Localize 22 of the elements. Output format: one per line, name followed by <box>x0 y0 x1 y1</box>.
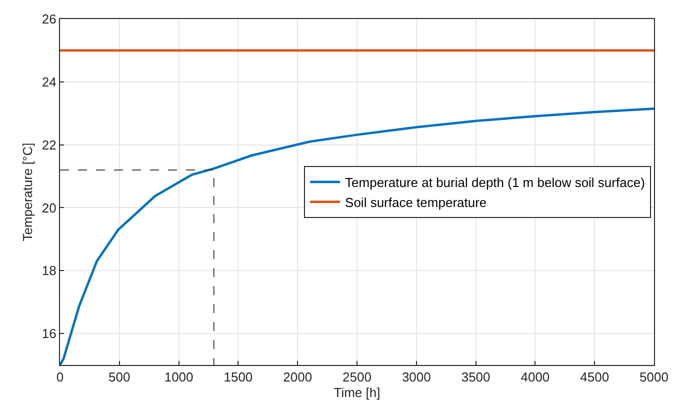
y-tick-label: 22 <box>42 137 56 152</box>
x-tick-label: 2000 <box>283 370 312 385</box>
line-series <box>60 107 654 365</box>
x-tick-label: 3500 <box>461 370 490 385</box>
x-tick-label: 500 <box>108 370 130 385</box>
y-tick-label: 24 <box>42 74 56 90</box>
y-tick-label: 20 <box>42 200 56 216</box>
legend-label: Soil surface temperature <box>345 194 487 210</box>
y-tick-label: 16 <box>42 326 56 342</box>
legend-label: Temperature at burial depth (1 m below soil surface) <box>345 175 645 190</box>
x-tick-label: 0 <box>56 370 64 385</box>
x-tick-label: 1500 <box>224 370 253 385</box>
x-tick-label: 4500 <box>580 370 610 385</box>
x-tick-label: 4000 <box>520 370 550 385</box>
x-tick-label: 5000 <box>640 370 668 385</box>
x-tick-label: 1000 <box>164 370 194 385</box>
x-axis-title: Time [h] <box>334 385 380 400</box>
y-axis-title: Temperature [°C] <box>20 142 35 242</box>
x-tick-label: 3000 <box>402 370 431 385</box>
y-tick-label: 18 <box>42 263 56 278</box>
x-tick-label: 2500 <box>342 370 372 385</box>
y-tick-label: 26 <box>42 12 56 27</box>
